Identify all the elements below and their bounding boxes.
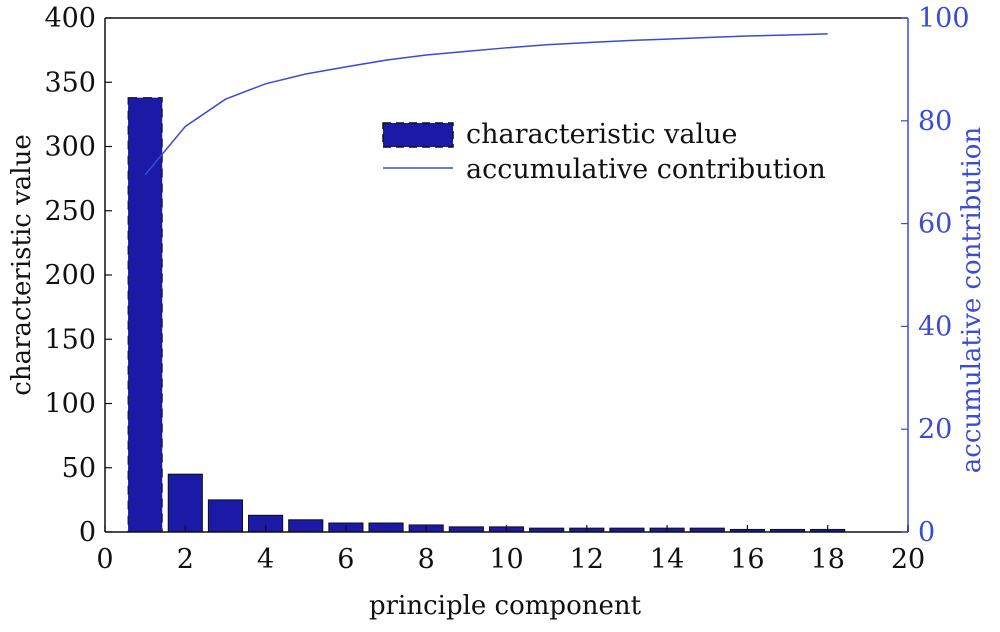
- bar-9: [448, 526, 484, 533]
- x-tick-label: 0: [96, 544, 113, 575]
- x-tick-label: 18: [811, 544, 845, 575]
- y-tick-label: 50: [62, 453, 96, 484]
- x-tick-label: 6: [337, 544, 354, 575]
- x-tick-label: 12: [570, 544, 604, 575]
- y-tick-label: 150: [44, 324, 96, 355]
- y-tick-label: 250: [44, 196, 96, 227]
- x-tick-label: 16: [730, 544, 764, 575]
- axes-layer: [104, 17, 909, 533]
- bar-1: [127, 97, 163, 533]
- y2-tick-label: 20: [918, 414, 952, 445]
- y-tick-label: 100: [44, 389, 96, 420]
- x-tick-label: 14: [650, 544, 684, 575]
- x-tick-label: 10: [489, 544, 523, 575]
- legend-line-label: accumulative contribution: [466, 154, 826, 185]
- accumulative-contribution-line: [144, 33, 828, 176]
- y-tick-label: 300: [44, 132, 96, 163]
- y-tick-label: 400: [44, 3, 96, 34]
- bar-3: [207, 499, 244, 533]
- y2-tick-label: 100: [918, 3, 970, 34]
- bar-7: [368, 522, 404, 533]
- x-tick-label: 4: [257, 544, 274, 575]
- y2-tick-label: 60: [918, 209, 952, 240]
- bar-2: [167, 473, 203, 533]
- x-tick-label: 8: [418, 544, 435, 575]
- x-tick-label: 2: [177, 544, 194, 575]
- legend: characteristic value accumulative contri…: [382, 119, 826, 185]
- ticks-layer: 0 2 4 6 8 10 12 14 16 18 2005010015020025030035040…: [44, 3, 969, 575]
- x-tick-label: 20: [891, 544, 925, 575]
- y-tick-label: 0: [79, 517, 96, 548]
- y-axis-title: characteristic value: [7, 134, 37, 395]
- y2-tick-label: 40: [918, 311, 952, 342]
- bar-5: [288, 519, 324, 533]
- legend-bar-label: characteristic value: [466, 119, 738, 150]
- y2-tick-label: 80: [918, 106, 952, 137]
- line-layer: [144, 33, 828, 176]
- y-tick-label: 350: [44, 67, 96, 98]
- y-tick-label: 200: [44, 260, 96, 291]
- legend-bar-swatch: [382, 122, 454, 148]
- y2-tick-label: 0: [918, 517, 935, 548]
- y2-axis-title: accumulative contribution: [957, 127, 987, 474]
- x-axis-title: principle component: [369, 591, 642, 621]
